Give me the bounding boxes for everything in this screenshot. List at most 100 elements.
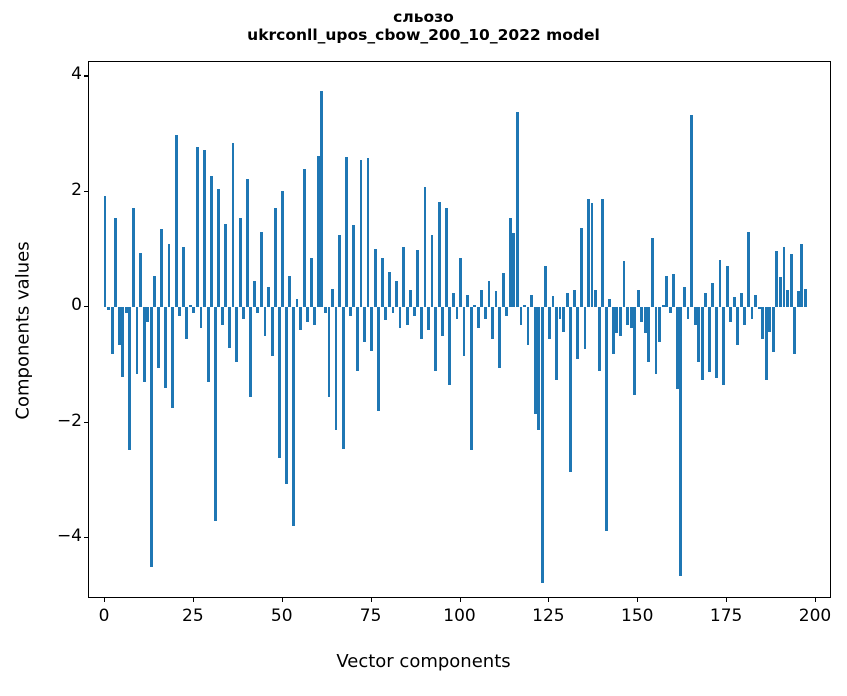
bar	[132, 208, 135, 308]
bar	[544, 265, 548, 308]
bar	[370, 307, 374, 351]
x-tick-mark	[281, 598, 283, 602]
bar	[583, 307, 587, 349]
x-tick-mark	[815, 598, 817, 602]
bar	[615, 307, 619, 334]
bar	[146, 307, 150, 322]
bar	[690, 115, 693, 308]
bar	[259, 232, 263, 308]
bar	[537, 307, 541, 430]
bar	[231, 142, 235, 308]
bar	[743, 307, 747, 325]
bar	[384, 307, 388, 321]
bar	[526, 307, 530, 345]
bar	[242, 307, 246, 319]
bar	[338, 235, 342, 308]
bar	[782, 246, 786, 308]
plot-axes	[88, 61, 831, 598]
bar	[171, 307, 174, 409]
bar	[192, 307, 196, 314]
bar	[427, 307, 430, 331]
bar	[761, 307, 765, 340]
bar	[277, 307, 281, 458]
bar	[501, 272, 505, 308]
bar	[789, 254, 793, 308]
bar	[345, 157, 349, 308]
x-tick-label: 200	[798, 606, 832, 626]
bar	[206, 307, 210, 383]
chart-title-line-2: ukrconll_upos_cbow_200_10_2022 model	[247, 26, 600, 45]
bar	[423, 187, 427, 308]
bar	[622, 261, 626, 308]
bar	[185, 307, 189, 340]
bar	[160, 229, 164, 308]
bar	[757, 307, 761, 309]
bar	[707, 307, 711, 373]
bar	[558, 307, 562, 319]
bar	[498, 307, 502, 369]
x-tick-label: 125	[532, 606, 565, 626]
bar	[284, 307, 288, 484]
bar	[121, 307, 125, 377]
bar	[359, 160, 363, 308]
bar	[505, 307, 509, 317]
bar	[704, 292, 708, 308]
bar	[203, 150, 206, 308]
bar	[149, 307, 153, 568]
bar	[334, 307, 338, 430]
bar	[178, 307, 182, 317]
bar	[387, 271, 391, 308]
bar	[476, 307, 480, 328]
bar	[469, 307, 473, 450]
bar	[661, 304, 665, 308]
bar	[196, 146, 199, 308]
bar	[700, 307, 704, 380]
bar	[451, 292, 455, 308]
y-tick-label: 2	[71, 179, 82, 200]
bar	[800, 243, 804, 308]
bar	[441, 307, 445, 337]
bar	[793, 307, 797, 354]
x-tick-mark	[192, 598, 194, 602]
bar	[291, 307, 295, 526]
x-tick-label: 175	[709, 606, 743, 626]
bar	[412, 307, 416, 317]
bar	[629, 307, 633, 328]
bar	[672, 273, 676, 308]
bar	[348, 307, 352, 317]
bar	[213, 307, 217, 522]
bar	[754, 294, 757, 308]
bar	[512, 233, 516, 308]
bar	[686, 307, 690, 319]
bar	[487, 281, 491, 308]
bar	[715, 307, 718, 378]
bar	[587, 198, 590, 308]
bar	[519, 307, 523, 325]
bar	[316, 156, 320, 308]
y-tick-label: 0	[71, 295, 82, 316]
bar	[167, 243, 171, 308]
bar	[633, 307, 637, 396]
bar	[430, 235, 434, 308]
bar	[419, 307, 423, 340]
bar	[594, 290, 597, 308]
bar	[341, 307, 345, 449]
bar	[764, 307, 768, 380]
bar	[711, 283, 715, 308]
bar	[249, 307, 253, 397]
bar	[331, 288, 334, 308]
bar	[768, 307, 772, 332]
bar	[398, 307, 402, 328]
bar	[352, 225, 356, 308]
bar	[320, 90, 324, 308]
bar	[409, 290, 413, 308]
bar	[562, 307, 566, 332]
bar	[466, 294, 470, 308]
bar	[302, 168, 306, 308]
bar	[444, 208, 448, 308]
bar	[117, 307, 121, 345]
bar	[718, 260, 722, 308]
bar	[220, 307, 224, 325]
bar	[565, 292, 569, 308]
bar	[779, 277, 782, 308]
